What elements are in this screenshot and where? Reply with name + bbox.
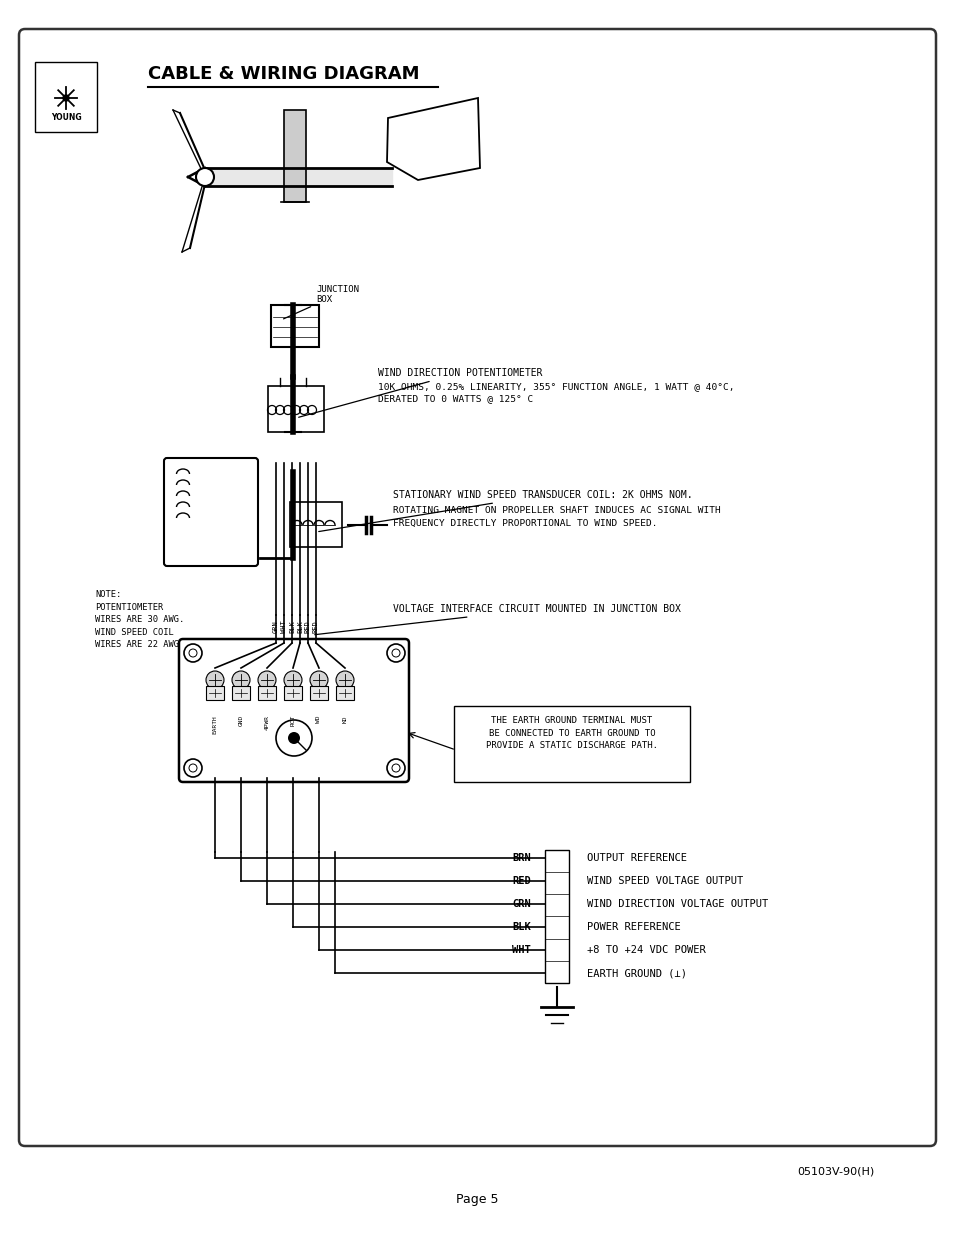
FancyBboxPatch shape [284, 685, 302, 700]
Text: KD: KD [342, 715, 347, 722]
Text: CABLE & WIRING DIAGRAM: CABLE & WIRING DIAGRAM [148, 65, 419, 83]
Text: GND: GND [238, 715, 243, 726]
Text: THE EARTH GROUND TERMINAL MUST
BE CONNECTED TO EARTH GROUND TO
PROVIDE A STATIC : THE EARTH GROUND TERMINAL MUST BE CONNEC… [485, 716, 658, 750]
FancyBboxPatch shape [19, 28, 935, 1146]
FancyBboxPatch shape [310, 685, 328, 700]
Text: EARTH GROUND (⊥): EARTH GROUND (⊥) [586, 968, 686, 978]
Text: YOUNG: YOUNG [51, 112, 81, 122]
Text: WIND DIRECTION VOLTAGE OUTPUT: WIND DIRECTION VOLTAGE OUTPUT [586, 899, 767, 909]
Text: WIND SPEED VOLTAGE OUTPUT: WIND SPEED VOLTAGE OUTPUT [586, 876, 742, 885]
Text: BLK: BLK [512, 923, 531, 932]
FancyBboxPatch shape [290, 501, 341, 547]
Text: NOTE:
POTENTIOMETER
WIRES ARE 30 AWG.
WIND SPEED COIL
WIRES ARE 22 AWG: NOTE: POTENTIOMETER WIRES ARE 30 AWG. WI… [95, 590, 184, 650]
Text: 05103V-90(H): 05103V-90(H) [797, 1167, 874, 1177]
FancyBboxPatch shape [454, 706, 689, 782]
Text: RED: RED [512, 876, 531, 885]
FancyBboxPatch shape [35, 62, 97, 132]
Text: BLK: BLK [289, 620, 294, 632]
Text: RED: RED [313, 620, 318, 632]
Text: POWER REFERENCE: POWER REFERENCE [586, 923, 680, 932]
Text: 10K OHMS, 0.25% LINEARITY, 355° FUNCTION ANGLE, 1 WATT @ 40°C,
DERATED TO 0 WATT: 10K OHMS, 0.25% LINEARITY, 355° FUNCTION… [377, 382, 734, 404]
Text: ROTATING MAGNET ON PROPELLER SHAFT INDUCES AC SIGNAL WITH
FREQUENCY DIRECTLY PRO: ROTATING MAGNET ON PROPELLER SHAFT INDUC… [393, 506, 720, 527]
Text: RCT: RCT [291, 715, 295, 726]
FancyBboxPatch shape [206, 685, 224, 700]
Circle shape [310, 671, 328, 689]
Text: BRN: BRN [512, 853, 531, 863]
Text: OUTPUT REFERENCE: OUTPUT REFERENCE [586, 853, 686, 863]
FancyBboxPatch shape [284, 110, 306, 203]
Circle shape [335, 671, 354, 689]
Text: WIND DIRECTION POTENTIOMETER: WIND DIRECTION POTENTIOMETER [298, 368, 542, 417]
Circle shape [63, 95, 69, 101]
Text: WD: WD [316, 715, 321, 722]
Text: +8 TO +24 VDC POWER: +8 TO +24 VDC POWER [586, 945, 705, 955]
Text: 4PWR: 4PWR [264, 715, 269, 730]
Text: VOLTAGE INTERFACE CIRCUIT MOUNTED IN JUNCTION BOX: VOLTAGE INTERFACE CIRCUIT MOUNTED IN JUN… [314, 604, 680, 635]
FancyBboxPatch shape [271, 305, 318, 347]
Circle shape [284, 671, 302, 689]
Text: BLK: BLK [296, 620, 303, 632]
Text: Page 5: Page 5 [456, 1193, 497, 1207]
Text: GRN: GRN [273, 620, 278, 632]
Circle shape [257, 671, 275, 689]
Text: STATIONARY WIND SPEED TRANSDUCER COIL: 2K OHMS NOM.: STATIONARY WIND SPEED TRANSDUCER COIL: 2… [318, 490, 692, 531]
Text: WHT: WHT [512, 945, 531, 955]
FancyBboxPatch shape [232, 685, 250, 700]
FancyBboxPatch shape [257, 685, 275, 700]
FancyBboxPatch shape [335, 685, 354, 700]
Circle shape [195, 168, 213, 186]
Text: GRN: GRN [512, 899, 531, 909]
FancyBboxPatch shape [544, 850, 568, 983]
Text: WHT: WHT [281, 620, 287, 632]
Circle shape [232, 671, 250, 689]
FancyBboxPatch shape [164, 458, 257, 566]
FancyBboxPatch shape [268, 387, 324, 432]
Text: JUNCTION
BOX: JUNCTION BOX [283, 285, 358, 319]
Text: RED: RED [305, 620, 311, 632]
Circle shape [288, 732, 299, 743]
Text: EARTH: EARTH [213, 715, 217, 734]
Circle shape [206, 671, 224, 689]
FancyBboxPatch shape [179, 638, 409, 782]
